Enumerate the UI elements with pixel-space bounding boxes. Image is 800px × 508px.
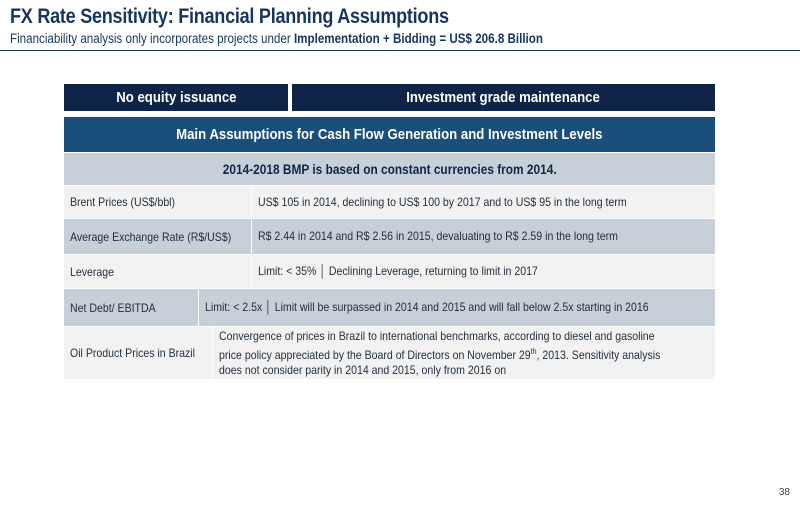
row-value-text: Limit: < 35% │ Declining Leverage, retur… — [258, 264, 538, 278]
row-label: Oil Product Prices in Brazil — [64, 327, 212, 379]
table-row-exchange-rate: Average Exchange Rate (R$/US$) R$ 2.44 i… — [64, 219, 715, 255]
table-row-oil-prices: Oil Product Prices in Brazil Convergence… — [64, 327, 715, 380]
row-label-text: Oil Product Prices in Brazil — [70, 346, 196, 360]
no-equity-banner: No equity issuance — [64, 84, 288, 111]
assumptions-table: Brent Prices (US$/bbl) US$ 105 in 2014, … — [64, 186, 715, 380]
no-equity-label: No equity issuance — [115, 89, 237, 106]
row-label: Leverage — [64, 255, 251, 288]
page-number: 38 — [778, 487, 790, 498]
row-value-text: Limit: < 2.5x │ Limit will be surpassed … — [205, 300, 649, 314]
table-subheader-label: 2014-2018 BMP is based on constant curre… — [222, 161, 557, 177]
table-header-label: Main Assumptions for Cash Flow Generatio… — [176, 126, 603, 143]
row-value: Limit: < 2.5x │ Limit will be surpassed … — [198, 289, 715, 326]
oil-value-part1: Convergence of prices in Brazil to inter… — [219, 328, 655, 362]
page-title: FX Rate Sensitivity: Financial Planning … — [10, 5, 449, 28]
table-row-net-debt-ebitda: Net Debt/ EBITDA Limit: < 2.5x │ Limit w… — [64, 289, 715, 327]
table-row-leverage: Leverage Limit: < 35% │ Declining Levera… — [64, 255, 715, 289]
row-label-text: Average Exchange Rate (R$/US$) — [70, 229, 232, 244]
row-label-text: Leverage — [70, 264, 115, 279]
row-value: R$ 2.44 in 2014 and R$ 2.56 in 2015, dev… — [251, 219, 715, 254]
table-row-brent: Brent Prices (US$/bbl) US$ 105 in 2014, … — [64, 186, 715, 219]
page-subtitle: Financiability analysis only incorporate… — [10, 31, 543, 46]
row-label-text: Net Debt/ EBITDA — [70, 300, 156, 315]
row-value-text: US$ 105 in 2014, declining to US$ 100 by… — [258, 194, 627, 209]
row-value: Convergence of prices in Brazil to inter… — [212, 327, 729, 379]
row-label: Brent Prices (US$/bbl) — [64, 186, 251, 218]
table-header: Main Assumptions for Cash Flow Generatio… — [64, 117, 715, 152]
row-label: Average Exchange Rate (R$/US$) — [64, 219, 251, 254]
row-value: Limit: < 35% │ Declining Leverage, retur… — [251, 255, 715, 288]
oil-value-superscript: th — [530, 346, 537, 356]
row-label: Net Debt/ EBITDA — [64, 289, 198, 326]
row-label-text: Brent Prices (US$/bbl) — [70, 195, 176, 209]
subtitle-highlight: Implementation + Bidding = US$ 206.8 Bil… — [293, 31, 543, 46]
title-divider — [0, 50, 800, 51]
subtitle-text: Financiability analysis only incorporate… — [10, 31, 294, 46]
row-value-text: Convergence of prices in Brazil to inter… — [219, 329, 668, 378]
row-value: US$ 105 in 2014, declining to US$ 100 by… — [251, 186, 715, 218]
oil-value-part2: , 2013. Sensitivity analysis does not co… — [219, 347, 661, 377]
row-value-text: R$ 2.44 in 2014 and R$ 2.56 in 2015, dev… — [258, 229, 618, 243]
investment-grade-label: Investment grade maintenance — [406, 89, 601, 106]
table-subheader: 2014-2018 BMP is based on constant curre… — [64, 153, 715, 185]
investment-grade-banner: Investment grade maintenance — [292, 84, 715, 111]
